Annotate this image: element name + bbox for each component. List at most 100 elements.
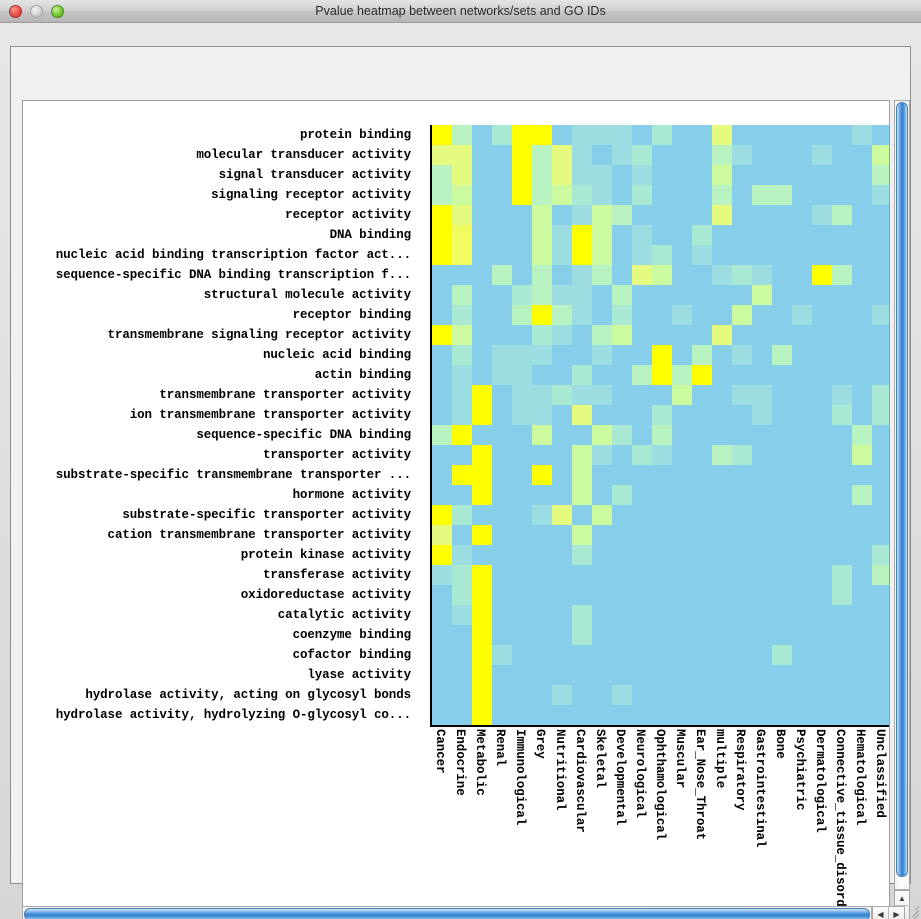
heatmap-cell[interactable]: [872, 605, 889, 625]
heatmap-cell[interactable]: [592, 425, 612, 445]
heatmap-cell[interactable]: [512, 605, 532, 625]
heatmap-cell[interactable]: [792, 425, 812, 445]
heatmap-cell[interactable]: [432, 705, 452, 725]
heatmap-cell[interactable]: [832, 165, 852, 185]
heatmap-cell[interactable]: [872, 365, 889, 385]
heatmap-cell[interactable]: [712, 205, 732, 225]
heatmap-cell[interactable]: [492, 245, 512, 265]
heatmap-cell[interactable]: [432, 625, 452, 645]
heatmap-cell[interactable]: [472, 565, 492, 585]
heatmap-cell[interactable]: [872, 405, 889, 425]
heatmap-cell[interactable]: [452, 705, 472, 725]
heatmap-cell[interactable]: [432, 565, 452, 585]
heatmap-cell[interactable]: [772, 245, 792, 265]
heatmap-cell[interactable]: [832, 705, 852, 725]
heatmap-cell[interactable]: [432, 225, 452, 245]
heatmap-cell[interactable]: [712, 165, 732, 185]
heatmap-cell[interactable]: [432, 205, 452, 225]
heatmap-cell[interactable]: [472, 625, 492, 645]
heatmap-cell[interactable]: [692, 665, 712, 685]
heatmap-cell[interactable]: [792, 265, 812, 285]
heatmap-cell[interactable]: [652, 145, 672, 165]
heatmap-cell[interactable]: [652, 265, 672, 285]
heatmap-cell[interactable]: [732, 365, 752, 385]
heatmap-cell[interactable]: [732, 285, 752, 305]
heatmap-cell[interactable]: [512, 345, 532, 365]
heatmap-cell[interactable]: [532, 225, 552, 245]
heatmap-cell[interactable]: [612, 225, 632, 245]
heatmap-cell[interactable]: [632, 485, 652, 505]
heatmap-cell[interactable]: [592, 265, 612, 285]
heatmap-cell[interactable]: [612, 545, 632, 565]
heatmap-cell[interactable]: [452, 685, 472, 705]
heatmap-cell[interactable]: [512, 465, 532, 485]
heatmap-cell[interactable]: [652, 125, 672, 145]
heatmap-cell[interactable]: [712, 345, 732, 365]
heatmap-cell[interactable]: [792, 465, 812, 485]
heatmap-cell[interactable]: [552, 125, 572, 145]
heatmap-cell[interactable]: [832, 445, 852, 465]
heatmap-cell[interactable]: [432, 145, 452, 165]
heatmap-cell[interactable]: [672, 165, 692, 185]
horizontal-scrollbar-track[interactable]: [22, 906, 872, 919]
heatmap-cell[interactable]: [852, 225, 872, 245]
heatmap-cell[interactable]: [432, 405, 452, 425]
heatmap-cell[interactable]: [732, 385, 752, 405]
heatmap-cell[interactable]: [832, 285, 852, 305]
heatmap-cell[interactable]: [452, 425, 472, 445]
heatmap-cell[interactable]: [712, 385, 732, 405]
heatmap-cell[interactable]: [552, 645, 572, 665]
heatmap-cell[interactable]: [472, 245, 492, 265]
heatmap-cell[interactable]: [772, 205, 792, 225]
heatmap-cell[interactable]: [772, 685, 792, 705]
heatmap-cell[interactable]: [452, 545, 472, 565]
heatmap-cell[interactable]: [852, 705, 872, 725]
heatmap-cell[interactable]: [532, 405, 552, 425]
heatmap-cell[interactable]: [512, 405, 532, 425]
heatmap-cell[interactable]: [852, 585, 872, 605]
heatmap-cell[interactable]: [512, 445, 532, 465]
heatmap-cell[interactable]: [712, 505, 732, 525]
heatmap-cell[interactable]: [792, 385, 812, 405]
heatmap-cell[interactable]: [492, 165, 512, 185]
heatmap-cell[interactable]: [452, 565, 472, 585]
heatmap-cell[interactable]: [512, 685, 532, 705]
heatmap-cell[interactable]: [692, 445, 712, 465]
heatmap-cell[interactable]: [732, 405, 752, 425]
heatmap-cell[interactable]: [612, 625, 632, 645]
heatmap-cell[interactable]: [792, 505, 812, 525]
heatmap-cell[interactable]: [752, 185, 772, 205]
heatmap-cell[interactable]: [592, 485, 612, 505]
heatmap-cell[interactable]: [712, 545, 732, 565]
heatmap-cell[interactable]: [612, 405, 632, 425]
heatmap-cell[interactable]: [432, 125, 452, 145]
heatmap-cell[interactable]: [872, 225, 889, 245]
heatmap-cell[interactable]: [632, 425, 652, 445]
heatmap-cell[interactable]: [612, 425, 632, 445]
maximize-button[interactable]: [51, 5, 64, 18]
heatmap-cell[interactable]: [552, 385, 572, 405]
heatmap-cell[interactable]: [572, 145, 592, 165]
heatmap-cell[interactable]: [512, 545, 532, 565]
heatmap-cell[interactable]: [832, 505, 852, 525]
heatmap-cell[interactable]: [472, 685, 492, 705]
heatmap-cell[interactable]: [632, 125, 652, 145]
heatmap-cell[interactable]: [812, 405, 832, 425]
heatmap-cell[interactable]: [632, 525, 652, 545]
heatmap-cell[interactable]: [712, 305, 732, 325]
heatmap-cell[interactable]: [772, 285, 792, 305]
heatmap-cell[interactable]: [672, 185, 692, 205]
heatmap-cell[interactable]: [672, 645, 692, 665]
heatmap-cell[interactable]: [512, 325, 532, 345]
heatmap-cell[interactable]: [512, 625, 532, 645]
heatmap-cell[interactable]: [492, 465, 512, 485]
heatmap-cell[interactable]: [532, 385, 552, 405]
heatmap-cell[interactable]: [672, 485, 692, 505]
heatmap-cell[interactable]: [772, 325, 792, 345]
heatmap-cell[interactable]: [452, 265, 472, 285]
heatmap-cell[interactable]: [652, 345, 672, 365]
heatmap-cell[interactable]: [612, 325, 632, 345]
heatmap-cell[interactable]: [792, 625, 812, 645]
heatmap-cell[interactable]: [832, 345, 852, 365]
heatmap-cell[interactable]: [812, 265, 832, 285]
